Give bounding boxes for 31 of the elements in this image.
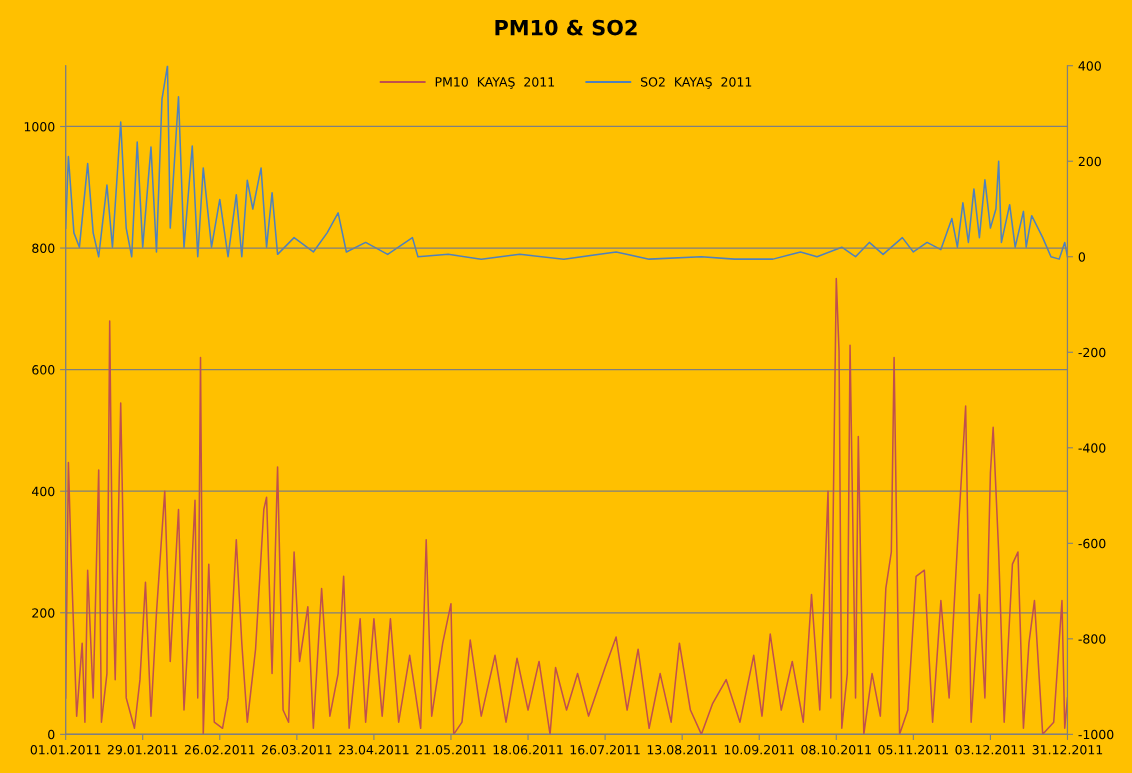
legend-label: SO2 KAYAŞ 2011 — [641, 77, 752, 89]
y-tick-label: 1000 — [24, 121, 55, 132]
x-tick-label: 08.10.2011 — [801, 744, 871, 755]
y2-tick-label: -200 — [1078, 347, 1106, 358]
x-tick-label: 13.08.2011 — [647, 744, 717, 755]
x-tick-label: 23.04.2011 — [339, 744, 409, 755]
x-tick-label: 16.07.2011 — [570, 744, 640, 755]
y-tick-label: 600 — [32, 365, 55, 375]
y2-tick-label: -1000 — [1078, 729, 1114, 740]
y2-tick-label: -400 — [1078, 443, 1106, 453]
y2-tick-label: 400 — [1078, 61, 1101, 71]
y-tick-label: 800 — [32, 243, 55, 253]
y-tick-label: 0 — [48, 729, 55, 740]
x-tick-label: 03.12.2011 — [955, 744, 1026, 755]
x-tick-label: 01.01.2011 — [30, 744, 101, 755]
y2-tick-label: -600 — [1078, 538, 1106, 549]
x-tick-label: 18.06.2011 — [493, 744, 563, 755]
x-tick-label: 05.11.2011 — [878, 744, 948, 755]
x-tick-label: 10.09.2011 — [724, 744, 794, 755]
chart-title: PM10 & SO2 — [495, 19, 637, 36]
x-tick-label: 29.01.2011 — [107, 744, 178, 755]
x-tick-label: 26.03.2011 — [261, 744, 332, 755]
y2-tick-label: -800 — [1078, 634, 1106, 644]
x-tick-label: 31.12.2011 — [1032, 744, 1103, 755]
y2-tick-label: 200 — [1078, 156, 1101, 167]
legend-label: PM10 KAYAŞ 2011 — [435, 77, 555, 89]
y-tick-label: 200 — [32, 608, 55, 618]
y2-tick-label: 0 — [1078, 252, 1086, 262]
x-tick-label: 21.05.2011 — [416, 744, 486, 755]
x-tick-label: 26.02.2011 — [184, 744, 255, 755]
y-tick-label: 400 — [31, 486, 55, 497]
